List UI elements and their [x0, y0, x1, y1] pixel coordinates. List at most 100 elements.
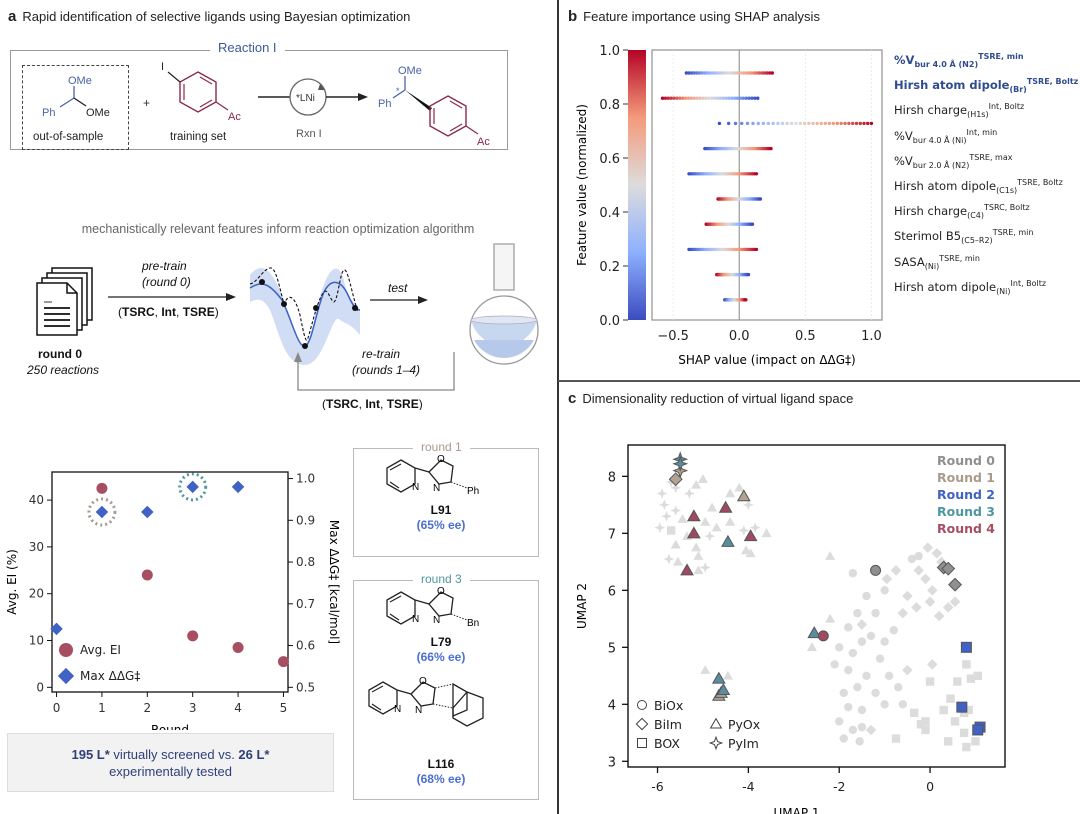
umap-background-point [725, 488, 736, 498]
shap-point [756, 96, 760, 100]
shap-point [858, 121, 862, 126]
ligand-L79-ee: (66% ee) [416, 650, 466, 664]
umap-round-point [672, 455, 689, 472]
umap-background-point [897, 607, 909, 619]
shap-point [701, 96, 705, 100]
umap-background-point [725, 516, 736, 526]
product-structure: OMe Ph * Ac [378, 65, 490, 148]
round-legend: Round 0 Round 1 Round 2 Round 3 Round 4 [937, 453, 995, 536]
umap-background-point [656, 487, 668, 499]
umap-background-point [953, 677, 962, 686]
shap-point [811, 121, 815, 126]
umap-background-point [862, 671, 871, 681]
shap-point [731, 71, 735, 75]
iodide-label: I [161, 61, 164, 73]
shape-legend-marker [637, 700, 647, 710]
umap-background-point [942, 602, 954, 613]
oxazoline-o-label: O [419, 676, 427, 687]
shap-point [715, 96, 720, 100]
umap-background-point [890, 565, 902, 576]
shap-point [758, 197, 763, 201]
shap-point [747, 96, 751, 100]
pyridine-n-label: N [412, 482, 419, 493]
panel-b-title: b Feature importance using SHAP analysis [568, 8, 820, 25]
umap-round-point [686, 509, 701, 522]
ligand-class-legend: BiOx BiIm BOX PyOx PyIm [635, 698, 760, 751]
shap-point [744, 96, 748, 100]
panel-c-title: c Dimensionality reduction of virtual lig… [568, 390, 854, 407]
umap-background-point [697, 474, 708, 483]
out-of-sample-box [22, 65, 129, 150]
shap-point [769, 146, 773, 151]
umap-background-point [672, 556, 684, 566]
shap-point [666, 96, 671, 100]
colorbar-tick-label: 0.4 [599, 206, 620, 221]
shap-point [692, 96, 696, 100]
umap-background-point [924, 596, 936, 607]
shap-point [802, 121, 807, 126]
ei-legend-label: Max ΔΔG‡ [80, 669, 140, 683]
ligand-structures: N O N Ph N O N Bn N O N [368, 454, 484, 727]
umap-background-point [936, 556, 947, 568]
shap-point [721, 71, 725, 75]
umap-background-point [691, 542, 702, 552]
shap-point [751, 121, 755, 126]
shap-point [754, 247, 759, 252]
ei-max-ddg-point [95, 505, 109, 519]
shap-point [733, 121, 738, 126]
shap-feature-label: Hirsh charge(C4)TSRC, Boltz [894, 203, 1030, 221]
ei-legend: Avg. EI Max ΔΔG‡ [57, 643, 140, 685]
umap-background-point [944, 737, 953, 746]
shap-point [713, 71, 717, 75]
ei-max-ddg-point [141, 505, 154, 519]
shap-point [839, 121, 843, 126]
shap-point [746, 272, 751, 277]
umap-background-point [921, 725, 930, 735]
umap-y-tick-label: 4 [608, 698, 616, 713]
ei-x-tick-label: 0 [53, 701, 61, 715]
out-of-sample-label: out-of-sample [33, 131, 103, 143]
umap-x-tick-label: -4 [742, 779, 755, 794]
shap-point [721, 96, 725, 100]
umap-background-point [973, 671, 982, 681]
shap-point [684, 71, 689, 75]
umap-background-point [857, 705, 867, 715]
shap-point [869, 121, 874, 126]
shap-point [705, 71, 709, 75]
umap-y-tick-label: 8 [608, 470, 616, 485]
umap-background-point [711, 522, 722, 532]
umap-background-point [875, 654, 885, 663]
umap-background-point [857, 637, 867, 646]
umap-background-point [933, 610, 945, 622]
shap-point [672, 96, 676, 100]
shap-point [776, 121, 780, 126]
umap-background-point [742, 499, 754, 511]
umap-round-point [736, 489, 751, 502]
panel-b-letter: b [568, 8, 578, 25]
umap-background-point [931, 548, 943, 559]
shap-point [767, 71, 772, 75]
ei-x-tick-label: 3 [189, 701, 197, 715]
pretrain-label: pre-train [141, 259, 187, 273]
round-legend-item: Round 2 [937, 487, 995, 502]
workflow-subtitle: mechanistically relevant features inform… [81, 222, 475, 236]
umap-background-point [894, 683, 903, 692]
shap-point [749, 71, 754, 75]
shap-point [761, 121, 766, 126]
flask-icon [469, 243, 539, 365]
ligand-L91-structure: N O N Ph [386, 454, 479, 497]
ei-y2-tick-label: 0.7 [296, 597, 315, 611]
shap-point [675, 96, 679, 100]
umap-y-tick-label: 7 [608, 527, 616, 542]
shap-point [766, 121, 771, 126]
rxn-name: Rxn I [296, 128, 322, 140]
umap-background-point [959, 728, 969, 738]
substrate-structure: OMe Ph OMe out-of-sample [33, 75, 110, 143]
shap-point [862, 121, 866, 126]
shap-point [698, 96, 702, 100]
ei-y-axis-label: Avg. EI (%) [5, 549, 19, 615]
umap-round-point [941, 561, 956, 576]
ei-x-tick-label: 1 [98, 701, 106, 715]
shap-point [765, 71, 769, 75]
